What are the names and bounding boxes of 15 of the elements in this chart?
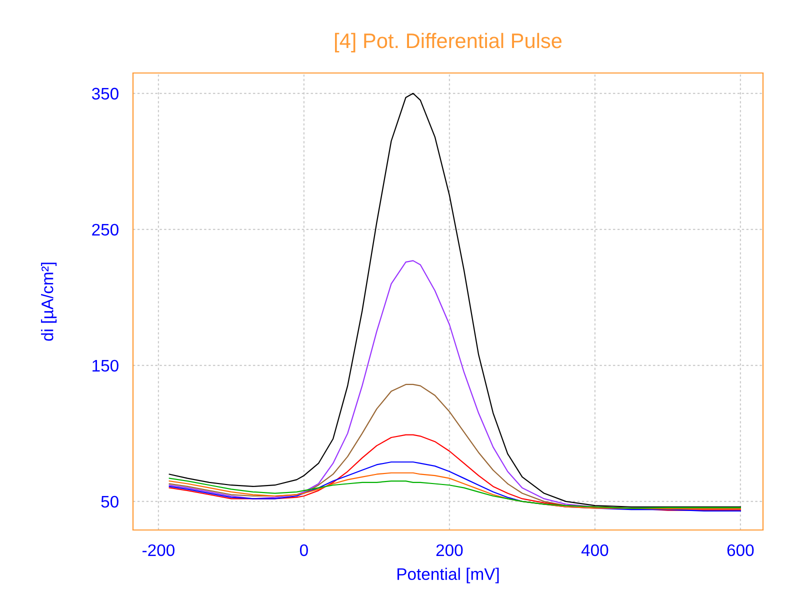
x-tick-label: 200	[436, 544, 463, 556]
y-tick-label: 350	[92, 88, 118, 100]
line-series	[168, 478, 742, 509]
x-axis-title: Potential [mV]	[397, 568, 499, 584]
x-tick-label: 400	[581, 544, 608, 556]
x-tick-label: 0	[300, 544, 308, 556]
line-series	[168, 92, 742, 508]
y-tick-label: 50	[101, 496, 118, 508]
chart-title: [4] Pot. Differential Pulse	[335, 32, 562, 52]
x-tick-label: 600	[727, 544, 754, 556]
y-tick-label: 150	[92, 360, 118, 372]
x-tick-label: -200	[142, 544, 174, 556]
y-axis-title: di [µA/cm²]	[41, 262, 57, 341]
line-series	[168, 472, 742, 510]
y-tick-label: 250	[92, 224, 118, 236]
